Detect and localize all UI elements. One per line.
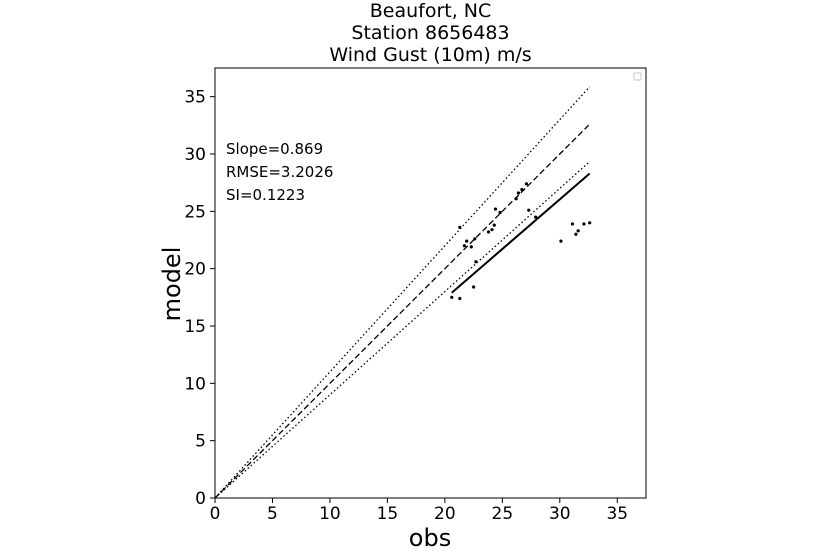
data-point <box>492 223 496 227</box>
line-dotted-1 <box>214 86 591 499</box>
data-points <box>450 182 592 301</box>
data-point <box>570 222 575 226</box>
si-text: SI=0.1223 <box>226 186 305 204</box>
y-tick-label: 0 <box>195 489 206 509</box>
data-point <box>520 187 524 192</box>
data-point <box>524 182 529 186</box>
data-point <box>574 232 578 236</box>
line-dotted-2 <box>214 161 591 499</box>
x-tick-label: 5 <box>267 504 278 524</box>
axis-ticks: 0 5 10 15 20 25 30 35 0 5 10 15 20 25 30 35 <box>184 88 628 524</box>
data-point <box>473 237 477 241</box>
data-point <box>588 221 592 225</box>
x-tick-label: 35 <box>606 504 628 524</box>
title-location: Beaufort, NC <box>369 0 492 22</box>
line-dashed-0 <box>214 123 591 499</box>
data-point <box>474 260 478 264</box>
data-point <box>514 197 518 201</box>
data-point <box>534 215 538 219</box>
data-point <box>516 191 521 195</box>
data-point <box>486 230 491 234</box>
y-axis-label: model <box>158 247 186 322</box>
y-tick-label: 20 <box>184 260 206 280</box>
data-point <box>559 239 563 243</box>
line-solid-3 <box>451 172 591 294</box>
x-tick-label: 25 <box>492 504 514 524</box>
title-variable: Wind Gust (10m) m/s <box>329 44 532 66</box>
plot-area <box>214 67 647 499</box>
data-point <box>576 229 580 233</box>
data-point <box>498 210 502 215</box>
data-point <box>582 222 586 226</box>
reference-lines <box>214 86 591 499</box>
data-point <box>493 207 498 211</box>
y-tick-label: 35 <box>184 88 206 108</box>
slope-text: Slope=0.869 <box>226 140 323 158</box>
y-tick-label: 30 <box>184 145 206 165</box>
data-point <box>490 228 494 232</box>
x-tick-label: 20 <box>434 504 456 524</box>
y-tick-label: 15 <box>184 317 206 337</box>
title-station: Station 8656483 <box>351 22 510 44</box>
y-tick-label: 25 <box>184 202 206 222</box>
rmse-text: RMSE=3.2026 <box>226 163 333 181</box>
x-axis-label: obs <box>409 524 451 552</box>
data-point <box>450 295 454 299</box>
data-point <box>527 208 531 212</box>
data-point <box>458 225 462 229</box>
x-tick-label: 30 <box>549 504 571 524</box>
data-point <box>472 285 476 289</box>
x-tick-label: 10 <box>319 504 341 524</box>
chart-title: Beaufort, NC Station 8656483 Wind Gust (… <box>215 0 646 66</box>
x-tick-label: 0 <box>210 504 221 524</box>
y-tick-label: 5 <box>195 432 206 452</box>
x-tick-label: 15 <box>377 504 399 524</box>
data-point <box>462 244 467 248</box>
data-point <box>458 296 462 301</box>
y-tick-label: 10 <box>184 374 206 394</box>
data-point <box>469 245 473 249</box>
legend-box <box>633 72 642 81</box>
data-point <box>465 239 469 243</box>
